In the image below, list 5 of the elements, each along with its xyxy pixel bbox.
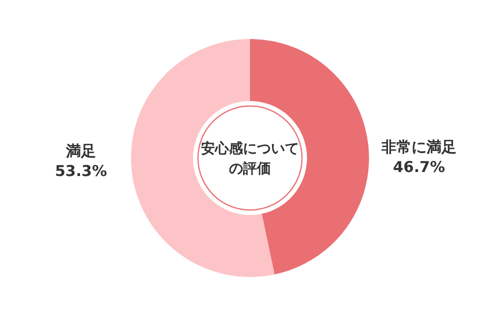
slice-label: 非常に満足 [380,138,456,156]
text: 安心感についての評価 [201,140,299,177]
data-label: 53.3% [54,162,108,180]
data-label: 46.7% [392,158,446,176]
slice-label: 満足 [65,142,96,160]
